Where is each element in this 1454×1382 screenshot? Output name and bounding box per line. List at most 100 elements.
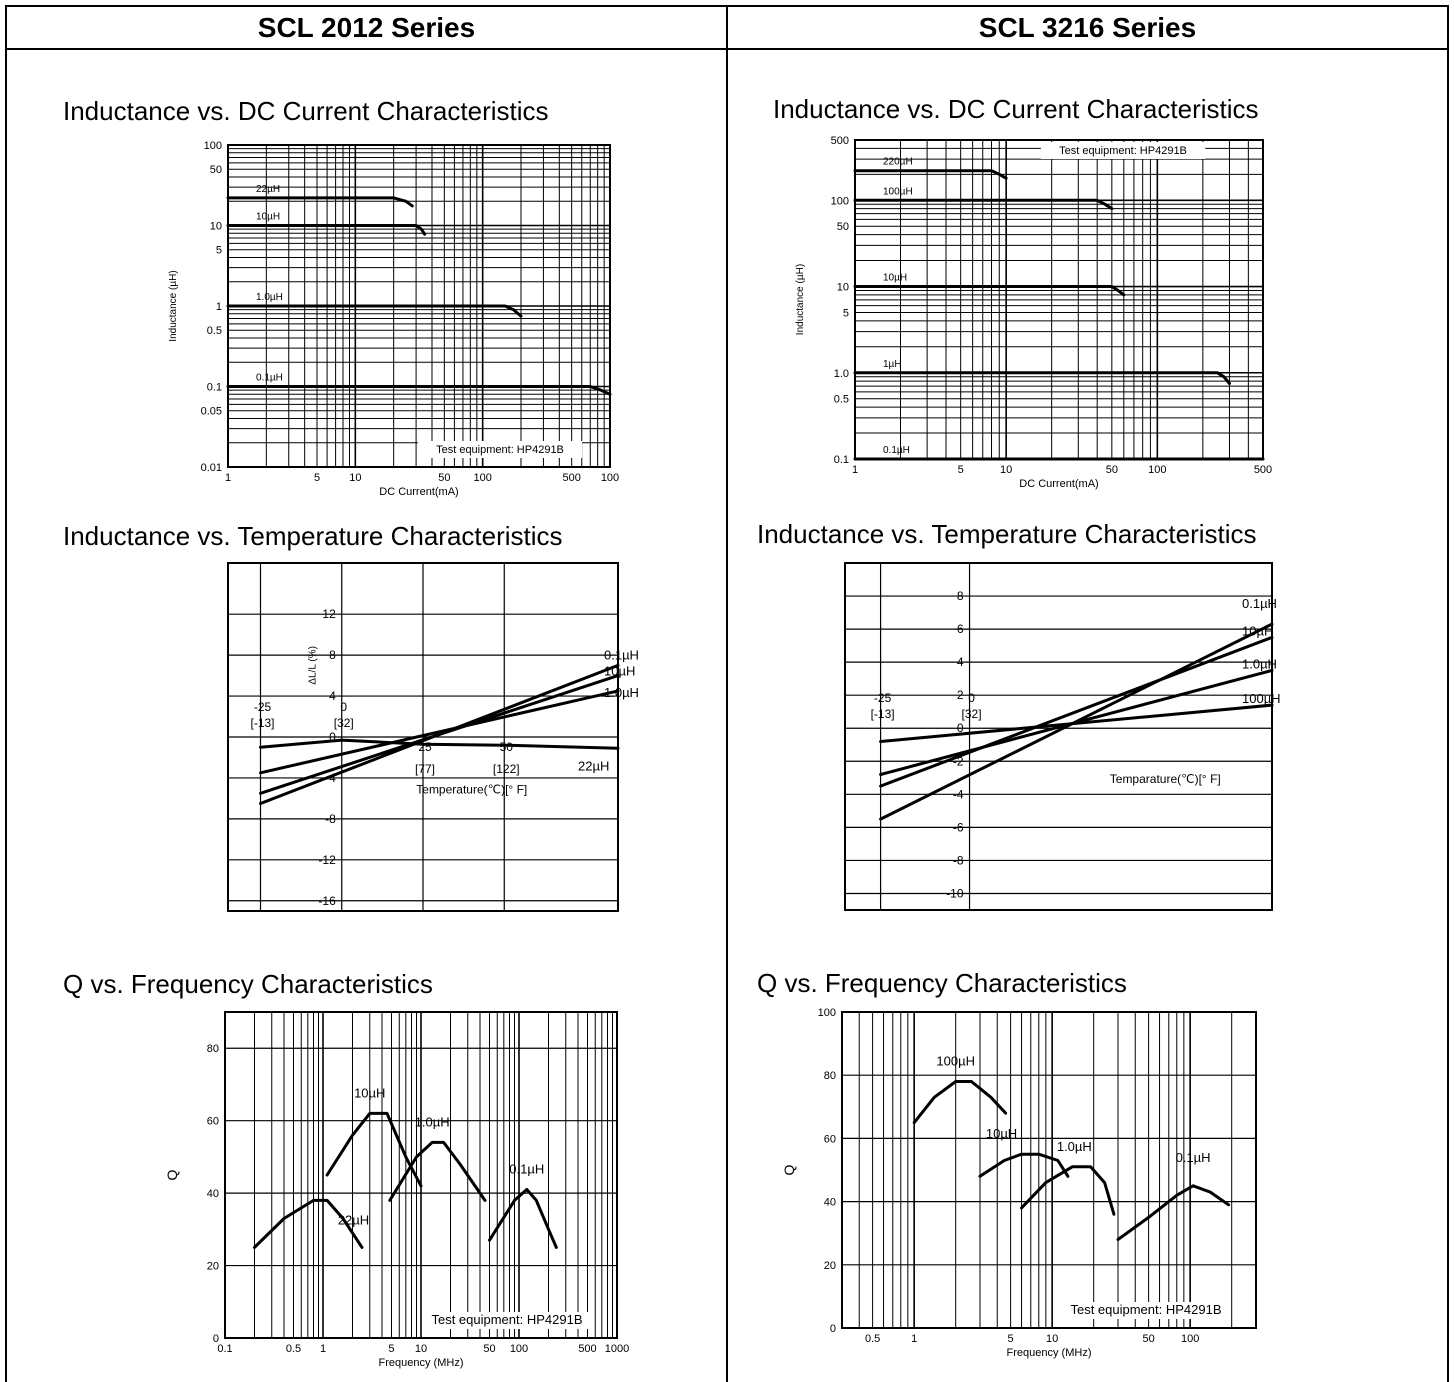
scl2012-dc-ytick-label: 0.1 — [207, 382, 222, 394]
scl2012-dc-xtick-label: 500 — [562, 472, 580, 484]
scl3216-q-annotation: Test equipment: HP4291B — [1070, 1302, 1221, 1317]
scl2012-q-annotation-bg — [424, 1312, 590, 1329]
scl2012-temp-series-2 — [259, 689, 620, 775]
chart-title-scl2012-temp: Inductance vs. Temperature Characteristi… — [63, 521, 563, 551]
column-header-scl3216: SCL 3216 Series — [978, 12, 1197, 43]
scl2012-dc-ytick-label: 0.5 — [207, 325, 222, 337]
scl2012-dc-series-label-2: 1.0µH — [256, 292, 283, 303]
scl3216-dc-series-2 — [853, 285, 1126, 297]
scl2012-q-xtick-label: 5 — [388, 1343, 394, 1355]
scl2012-temp-series-label-2: 1.0µH — [604, 685, 639, 700]
scl2012-temp-xtick-label: 50 — [500, 740, 514, 754]
scl3216-q-ytick-label: 0 — [830, 1323, 836, 1335]
scl2012-q-series-label-2: 1.0µH — [415, 1114, 450, 1129]
scl2012-temp-ytick-label: -16 — [318, 894, 336, 908]
scl2012-q-xtick-label: 10 — [415, 1343, 427, 1355]
scl2012-q-xtick-label: 0.1 — [217, 1343, 232, 1355]
scl3216-q-xtick-label: 5 — [1008, 1333, 1014, 1345]
scl2012-q-xtick-label: 50 — [483, 1343, 495, 1355]
scl2012-q-series-0 — [253, 1198, 364, 1249]
scl3216-q-y-axis-label: Q — [781, 1164, 797, 1175]
scl3216-dc-series-label-4: 0.1µH — [883, 445, 910, 456]
scl3216-q-series-0 — [912, 1080, 1008, 1125]
scl2012-dc-annotation-bg — [417, 441, 583, 458]
scl3216-dc-annotation: Test equipment: HP4291B — [1059, 145, 1187, 157]
scl2012-temp-ytick-label: 8 — [329, 648, 336, 662]
scl2012-temp-xtick-fahrenheit: [32] — [334, 716, 354, 730]
scl2012-dc-ytick-label: 5 — [216, 245, 222, 257]
scl3216-dc-xtick-label: 500 — [1254, 464, 1272, 476]
scl2012-dc-xtick-label: 100 — [601, 472, 619, 484]
scl2012-temp-series-1 — [259, 674, 620, 795]
scl2012-dc-ytick-label: 0.01 — [201, 462, 222, 474]
scl3216-dc-xtick-label: 5 — [958, 464, 964, 476]
scl3216-q-series-label-0: 100µH — [936, 1054, 975, 1069]
scl3216-temp-series-1 — [879, 635, 1274, 788]
scl3216-temp-series-label-1: 10µH — [1242, 623, 1273, 638]
chart-title-scl3216-dc: Inductance vs. DC Current Characteristic… — [773, 94, 1259, 124]
scl3216-q-annotation-bg — [1063, 1302, 1229, 1319]
scl3216-q-xtick-label: 10 — [1046, 1333, 1058, 1345]
scl3216-q-series-label-3: 0.1µH — [1176, 1150, 1211, 1165]
scl2012-dc-series-label-0: 22µH — [256, 184, 280, 195]
scl2012-temp-ytick-label: 4 — [329, 689, 336, 703]
scl2012-dc-xtick-label: 5 — [314, 472, 320, 484]
scl3216-dc-series-1 — [853, 198, 1114, 211]
scl2012-dc-series-label-3: 0.1µH — [256, 373, 283, 384]
scl3216-q-ytick-label: 20 — [824, 1260, 836, 1272]
scl3216-dc-ytick-label: 100 — [831, 195, 849, 207]
scl3216-dc-ytick-label: 50 — [837, 221, 849, 233]
scl3216-temp-xtick-label: 0 — [968, 691, 975, 705]
scl3216-temp-xtick-fahrenheit: [32] — [962, 707, 982, 721]
scl3216-temp-series-label-2: 1.0µH — [1242, 656, 1277, 671]
scl3216-temp-xtick-fahrenheit: [-13] — [871, 707, 895, 721]
scl2012-dc-xtick-label: 100 — [473, 472, 491, 484]
scl3216-temp-series-label-3: 100µH — [1242, 691, 1281, 706]
scl2012-q-annotation: Test equipment: HP4291B — [431, 1312, 582, 1327]
scl2012-q-ytick-label: 0 — [213, 1333, 219, 1345]
scl3216-temp-ytick-label: -8 — [953, 853, 964, 867]
scl3216-dc-ytick-label: 500 — [831, 135, 849, 147]
scl3216-q-ytick-label: 100 — [818, 1007, 836, 1019]
scl3216-q-series-3 — [1116, 1184, 1231, 1241]
scl3216-dc-series-label-1: 100µH — [883, 186, 913, 197]
scl2012-dc-ytick-label: 0.05 — [201, 406, 222, 418]
scl2012-dc-xtick-label: 10 — [349, 472, 361, 484]
scl3216-dc-xtick-label: 50 — [1106, 464, 1118, 476]
column-header-scl2012: SCL 2012 Series — [257, 12, 476, 43]
scl2012-dc-x-axis-label: DC Current(mA) — [379, 486, 458, 498]
scl2012-q-xtick-label: 1 — [320, 1343, 326, 1355]
scl2012-dc-ytick-label: 100 — [204, 140, 222, 152]
scl3216-q-series-label-2: 1.0µH — [1057, 1139, 1092, 1154]
scl2012-dc-series-2 — [226, 304, 523, 318]
scl2012-temp-y-axis-label: ΔL/L (%) — [308, 646, 319, 685]
scl2012-q-xtick-label: 0.5 — [286, 1343, 301, 1355]
scl2012-dc-y-axis-label: Inductance (µH) — [168, 270, 179, 341]
scl3216-temp-ytick-label: -4 — [953, 787, 964, 801]
scl2012-temp-xtick-fahrenheit: [77] — [415, 762, 435, 776]
chart-title-scl3216-temp: Inductance vs. Temperature Characteristi… — [757, 519, 1257, 549]
scl3216-dc-ytick-label: 0.1 — [834, 454, 849, 466]
scl2012-dc-xtick-label: 1 — [225, 472, 231, 484]
scl3216-temp-series-3 — [879, 703, 1274, 743]
scl2012-temp-ytick-label: 12 — [322, 607, 336, 621]
scl2012-q-ytick-label: 40 — [207, 1188, 219, 1200]
scl3216-dc-annotation-bg — [1040, 142, 1206, 159]
scl3216-q-ytick-label: 40 — [824, 1197, 836, 1209]
scl3216-dc-series-0 — [853, 169, 1008, 180]
scl2012-q-y-axis-label: Q — [164, 1169, 180, 1180]
scl2012-dc-xtick-label: 50 — [438, 472, 450, 484]
scl3216-dc-xtick-label: 100 — [1148, 464, 1166, 476]
scl2012-temp-ytick-label: 0 — [329, 730, 336, 744]
scl3216-dc-ytick-label: 0.5 — [834, 394, 849, 406]
scl3216-dc-ytick-label: 5 — [843, 307, 849, 319]
scl2012-q-xtick-label: 1000 — [605, 1343, 629, 1355]
scl2012-temp-x-axis-label: Temperature(℃)[° F] — [416, 782, 527, 796]
scl2012-q-ytick-label: 20 — [207, 1261, 219, 1273]
scl3216-temp-x-axis-label: Temparature(℃)[° F] — [1110, 772, 1221, 786]
chart-title-scl2012-dc: Inductance vs. DC Current Characteristic… — [63, 96, 549, 126]
scl3216-q-series-1 — [978, 1152, 1070, 1178]
scl3216-q-xtick-label: 1 — [911, 1333, 917, 1345]
column-divider — [726, 5, 728, 1382]
